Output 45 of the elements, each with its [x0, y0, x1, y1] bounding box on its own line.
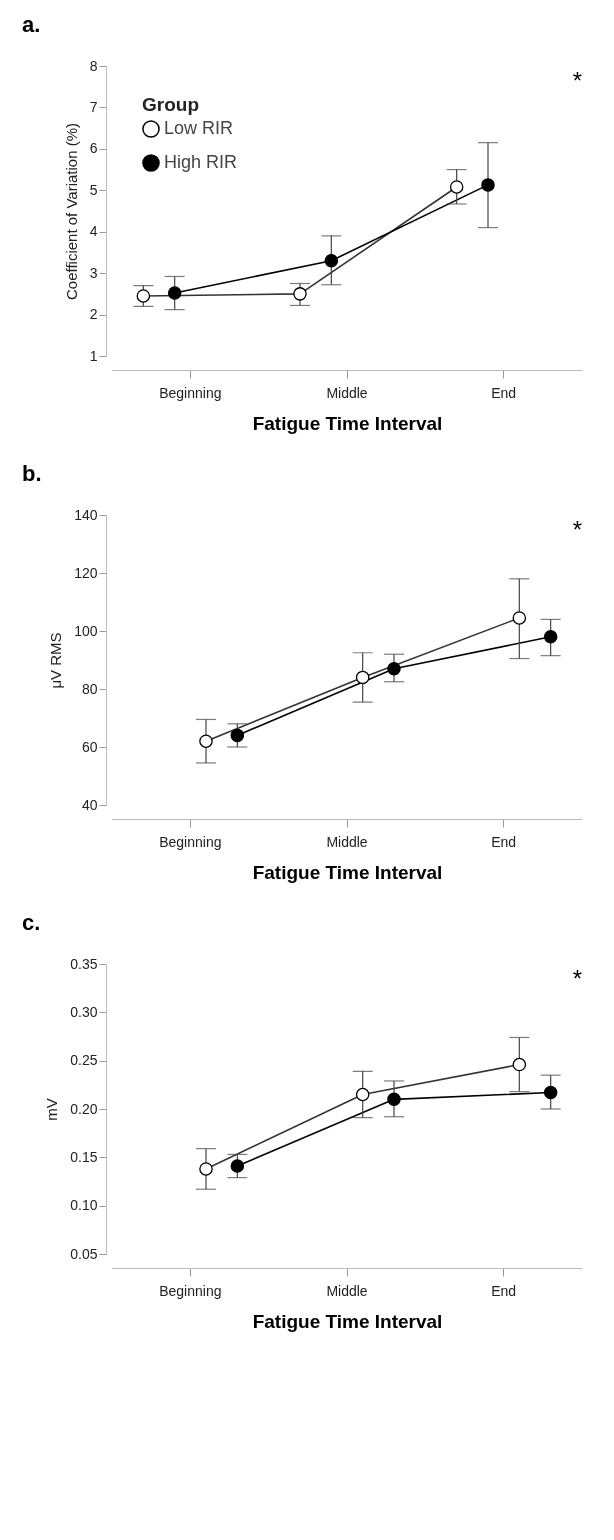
y-tick-label: 6: [89, 140, 98, 157]
y-tick-label: 140: [74, 506, 98, 523]
y-tick-label: 1: [89, 347, 98, 364]
chart-title: c.: [22, 910, 41, 935]
y-tick-label: 60: [81, 738, 98, 755]
y-tick-label: 7: [89, 98, 98, 115]
x-axis-title: Fatigue Time Interval: [252, 412, 443, 434]
y-tick-label: 0.30: [70, 1003, 98, 1020]
y-tick-label: 40: [81, 796, 98, 813]
legend-label: High RIR: [164, 152, 238, 172]
x-tick-label: End: [491, 1282, 517, 1299]
y-axis-title: μV RMS: [47, 632, 65, 689]
y-tick-label: 4: [89, 223, 98, 240]
annotation: *: [572, 67, 582, 94]
y-tick-label: 0.10: [70, 1197, 98, 1214]
chart-title: a.: [22, 12, 41, 37]
y-axis-title: mV: [43, 1098, 61, 1121]
y-tick-label: 8: [89, 57, 98, 74]
x-axis-title: Fatigue Time Interval: [252, 861, 443, 883]
x-tick-label: Beginning: [159, 833, 222, 850]
y-tick-label: 3: [89, 264, 98, 281]
y-tick-label: 80: [81, 680, 98, 697]
x-tick-label: Middle: [326, 1282, 368, 1299]
y-tick-label: 120: [74, 564, 98, 581]
y-tick-label: 0.20: [70, 1100, 98, 1117]
y-tick-label: 0.15: [70, 1148, 98, 1165]
y-axis-title: Coefficient of Variation (%): [62, 122, 80, 301]
y-tick-label: 5: [89, 181, 98, 198]
x-axis-title: Fatigue Time Interval: [252, 1310, 443, 1332]
y-tick-label: 0.35: [70, 955, 98, 972]
x-tick-label: End: [491, 833, 517, 850]
chart-title: b.: [22, 461, 42, 486]
y-tick-label: 100: [74, 622, 98, 639]
y-tick-label: 2: [89, 306, 98, 323]
y-tick-label: 0.25: [70, 1052, 98, 1069]
x-tick-label: Beginning: [159, 384, 222, 401]
y-tick-label: 0.05: [70, 1245, 98, 1262]
legend-label: Low RIR: [164, 118, 234, 138]
x-tick-label: Middle: [326, 384, 368, 401]
x-tick-label: End: [491, 384, 517, 401]
legend-title: Group: [142, 94, 199, 115]
annotation: *: [572, 516, 582, 543]
x-tick-label: Middle: [326, 833, 368, 850]
annotation: *: [572, 965, 582, 992]
x-tick-label: Beginning: [159, 1282, 222, 1299]
